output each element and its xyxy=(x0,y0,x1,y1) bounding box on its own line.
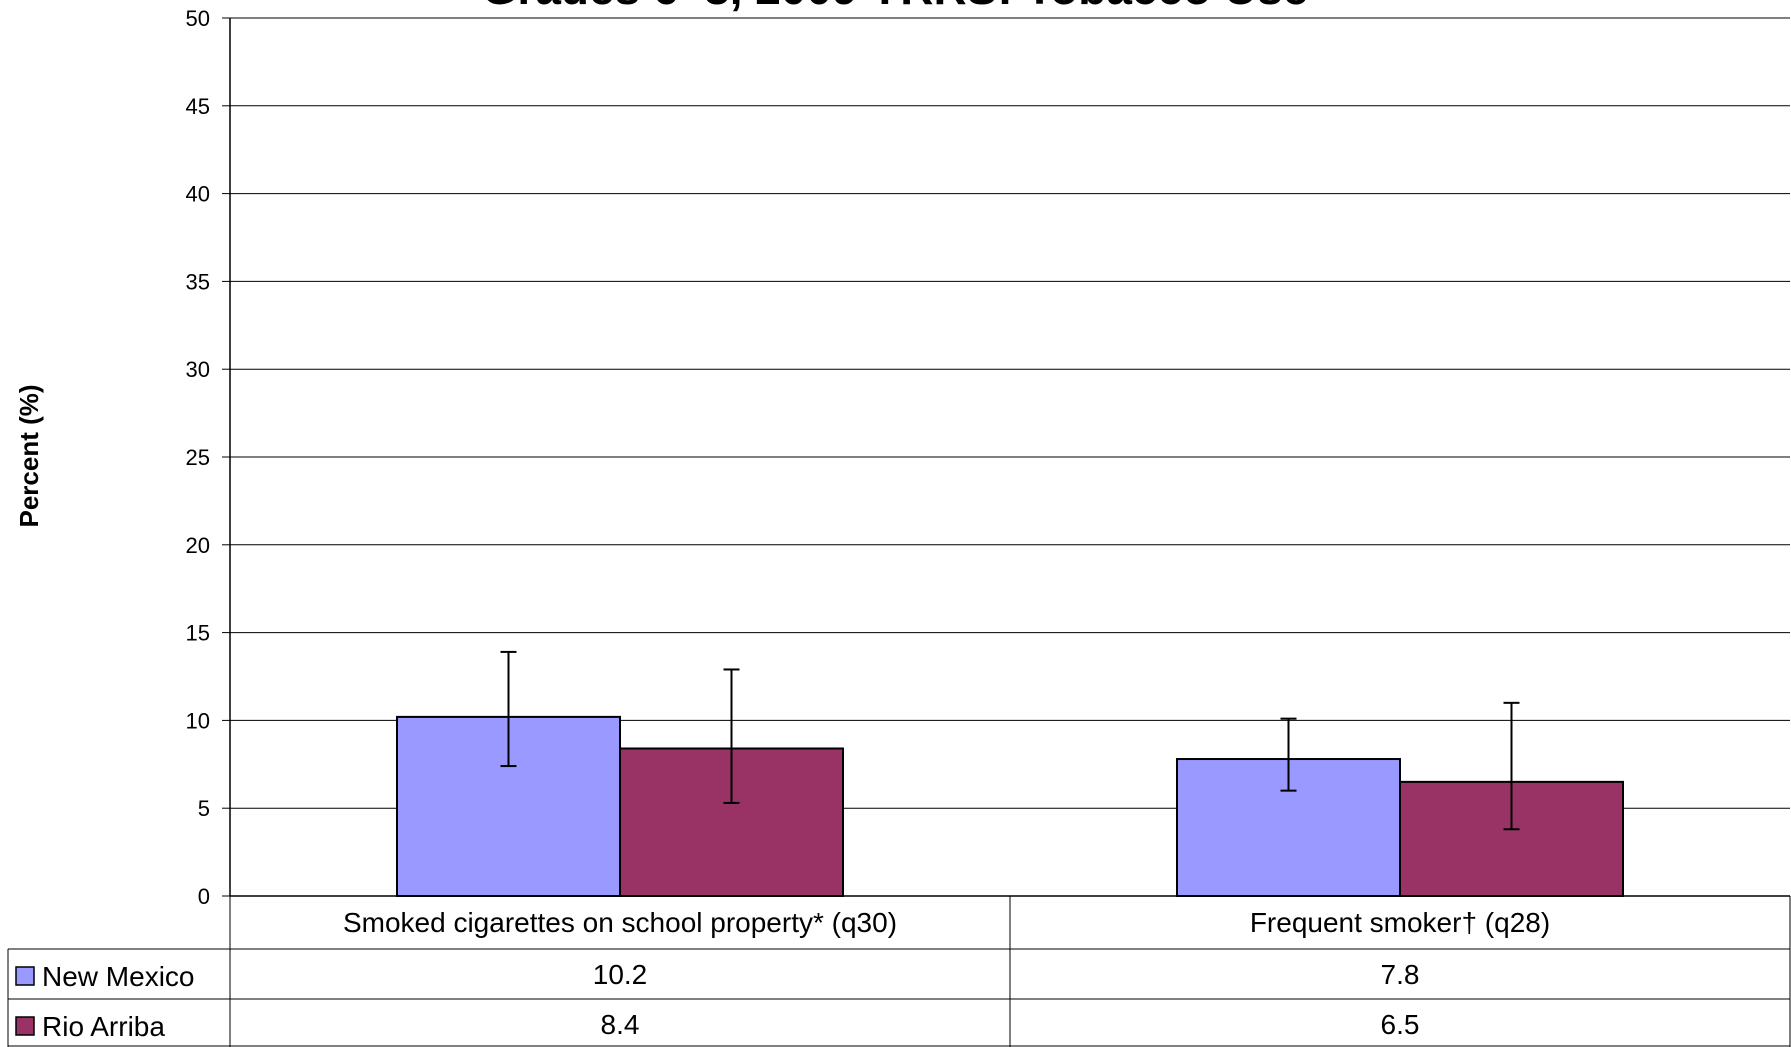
y-tick-label: 45 xyxy=(186,94,210,119)
category-label: Frequent smoker† (q28) xyxy=(1250,907,1550,938)
y-tick-label: 30 xyxy=(186,357,210,382)
data-label: 7.8 xyxy=(1381,959,1420,990)
y-axis-label: Percent (%) xyxy=(14,384,44,527)
category-label: Smoked cigarettes on school property* (q… xyxy=(343,907,897,938)
y-tick-label: 35 xyxy=(186,269,210,294)
y-tick-label: 10 xyxy=(186,708,210,733)
data-label: 6.5 xyxy=(1381,1009,1420,1040)
data-table: Smoked cigarettes on school property* (q… xyxy=(7,896,1791,1047)
y-tick-label: 25 xyxy=(186,445,210,470)
y-tick-label: 20 xyxy=(186,533,210,558)
bars xyxy=(396,715,1624,897)
y-tick-label: 15 xyxy=(186,621,210,646)
data-label: 8.4 xyxy=(601,1009,640,1040)
data-label: 10.2 xyxy=(593,959,648,990)
error-bars xyxy=(500,650,1520,831)
legend-swatch xyxy=(15,1016,35,1036)
legend-swatch xyxy=(15,966,35,986)
y-tick-label: 50 xyxy=(186,6,210,31)
y-tick-label: 5 xyxy=(198,796,210,821)
y-axis-ticks: 0 5 10 15 20 25 30 35 40 45 50 xyxy=(186,6,230,909)
chart-title: Grades 6–8, 2009 YRRS: Tobacco Use xyxy=(482,0,1309,14)
legend-entry: Rio Arriba xyxy=(42,1011,165,1042)
y-tick-label: 0 xyxy=(198,884,210,909)
y-tick-label: 40 xyxy=(186,182,210,207)
legend-entry: New Mexico xyxy=(42,961,194,992)
